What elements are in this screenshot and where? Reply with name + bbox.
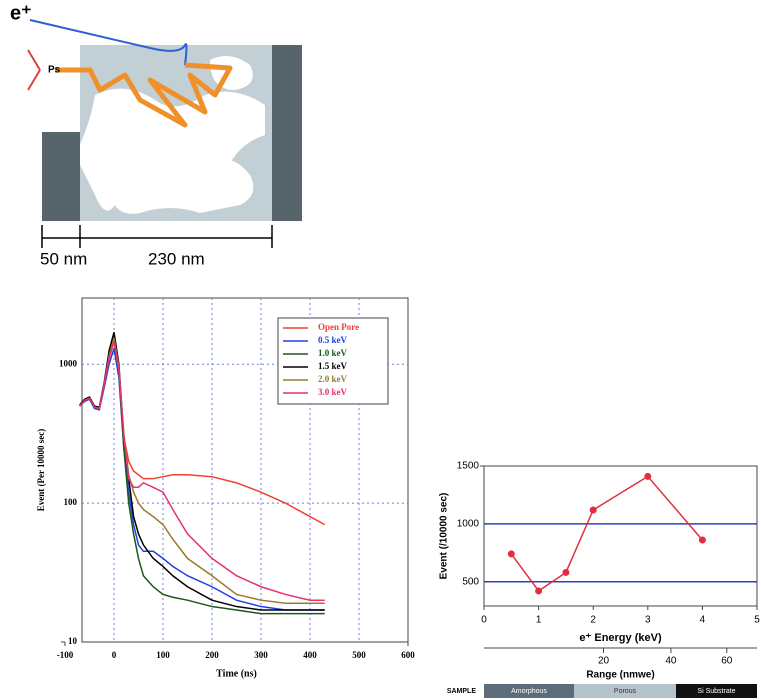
data-point: [589, 506, 597, 514]
x-axis-title: Time (ns): [216, 668, 257, 679]
plot-frame: [483, 465, 758, 607]
data-line: [510, 475, 703, 592]
x-tick-label: 200: [205, 650, 219, 660]
data-point: [562, 568, 570, 576]
ps-track: [55, 62, 233, 128]
x-tick-label: 2: [590, 615, 596, 626]
y-tick-label: 500: [462, 576, 479, 587]
x-tick-label: 4: [700, 615, 706, 626]
annihilation: [27, 49, 41, 91]
x2-tick-label: 20: [598, 656, 610, 667]
sample-segment-label: Amorphous: [511, 688, 547, 695]
legend-box: [277, 317, 389, 405]
x-tick-label: -100: [57, 650, 74, 660]
y-tick-label: 1500: [457, 461, 480, 472]
data-point: [698, 536, 706, 544]
data-line: [79, 348, 325, 611]
legend-label: 1.0 keV: [318, 348, 348, 358]
data-line: [79, 332, 325, 611]
sample-segment-label: Porous: [614, 688, 637, 695]
y-axis-title: Event (Per 10000 sec): [36, 429, 46, 512]
label: 50 nm: [40, 249, 87, 268]
pore: [110, 159, 254, 214]
data-point: [535, 587, 543, 595]
plot-frame: [81, 297, 409, 643]
legend-label: Open Pore: [318, 322, 359, 332]
y-axis-title: Event (/10000 sec): [439, 493, 450, 580]
data-line: [79, 341, 325, 601]
y-tick-label: 100: [64, 497, 78, 507]
label: Ps: [48, 65, 61, 76]
dimension-lines: [41, 225, 273, 248]
x-tick-label: 500: [352, 650, 366, 660]
positron-track: [29, 19, 188, 66]
pore-diagram: e⁺ Ps 50 nm 230 nm: [10, 2, 302, 268]
x-tick-label: 5: [754, 615, 760, 626]
y-tick-label: 1000: [457, 518, 480, 529]
sample-segment: [484, 684, 574, 698]
legend-label: 3.0 keV: [318, 387, 348, 397]
x2-axis-title: Range (nmwe): [586, 670, 654, 681]
y-tick-label: 1000: [59, 358, 78, 368]
x-tick-label: 0: [481, 615, 487, 626]
x2-tick-label: 60: [721, 656, 733, 667]
legend-label: 1.5 keV: [318, 361, 348, 371]
x-tick-label: 600: [401, 650, 415, 660]
sample-segment-label: Si Substrate: [697, 688, 735, 695]
x-tick-label: 0: [112, 650, 117, 660]
x-tick-label: 1: [536, 615, 542, 626]
legend-label: 2.0 keV: [318, 374, 348, 384]
amorphous-layer: [42, 132, 80, 221]
x-axis-title: e⁺ Energy (keV): [579, 632, 662, 644]
data-point: [644, 472, 652, 480]
x2-tick-label: 40: [665, 656, 677, 667]
sample-segment: [676, 684, 757, 698]
x-tick-label: 100: [156, 650, 170, 660]
x-tick-label: 400: [303, 650, 317, 660]
substrate: [272, 45, 302, 221]
x-tick-label: 3: [645, 615, 651, 626]
legend-label: 0.5 keV: [318, 335, 348, 345]
sample-segment: [574, 684, 676, 698]
y-tick-label: 10: [68, 636, 78, 646]
label: 230 nm: [148, 249, 205, 268]
data-point: [507, 550, 515, 558]
x-tick-label: 300: [254, 650, 268, 660]
sample-label: SAMPLE: [447, 688, 477, 695]
label: e⁺: [10, 2, 32, 24]
